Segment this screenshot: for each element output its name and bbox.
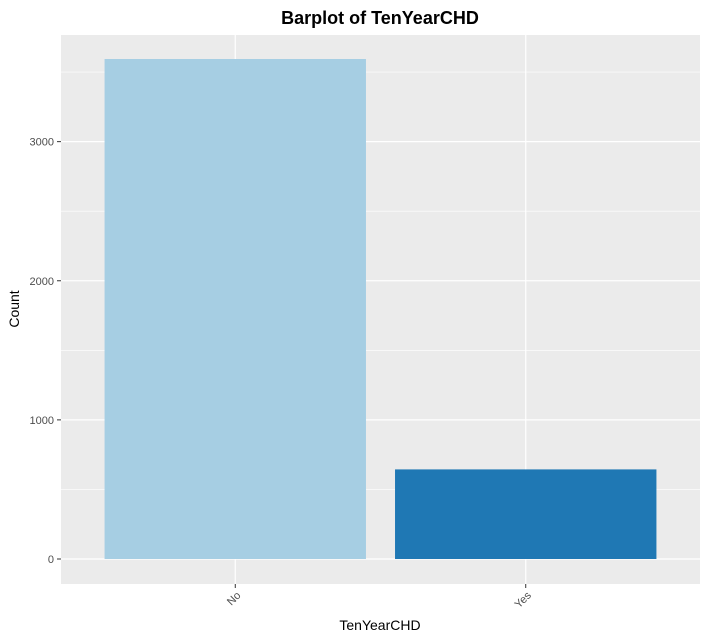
- y-axis: 0 1000 2000 3000: [30, 137, 61, 566]
- y-tick-label: 2000: [30, 276, 54, 288]
- x-tick-label-no: No: [225, 590, 243, 608]
- x-axis-title: TenYearCHD: [339, 617, 420, 633]
- bar-no: [104, 59, 366, 559]
- bars: [104, 59, 657, 559]
- y-tick-label: 1000: [30, 415, 54, 427]
- y-tick-label: 0: [48, 554, 54, 566]
- y-axis-title: Count: [6, 290, 22, 327]
- x-axis: No Yes: [225, 584, 534, 611]
- bar-yes: [395, 469, 657, 559]
- y-tick-label: 3000: [30, 137, 54, 149]
- chart-title: Barplot of TenYearCHD: [281, 8, 479, 28]
- x-tick-label-yes: Yes: [513, 589, 535, 611]
